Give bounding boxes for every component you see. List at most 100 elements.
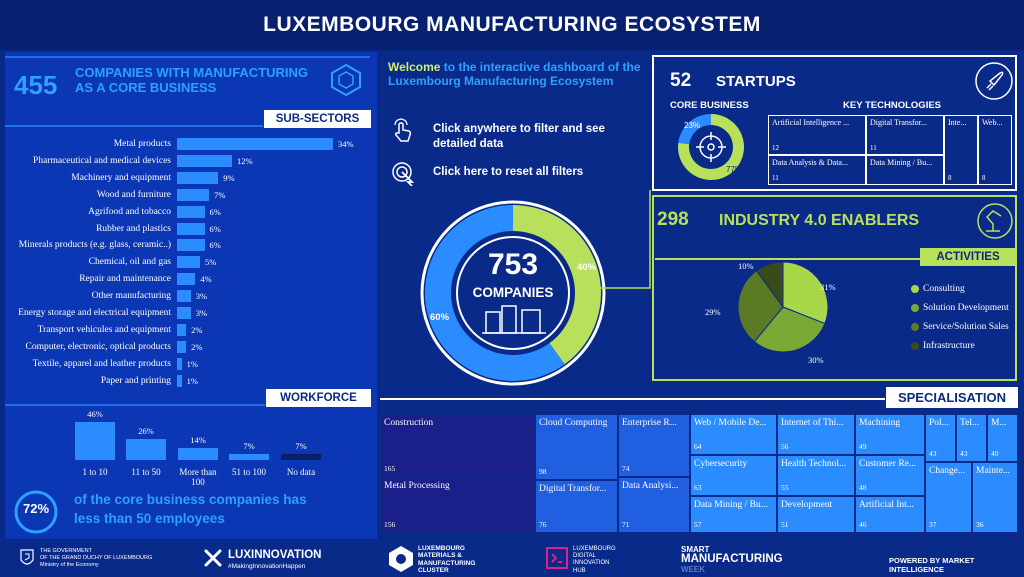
tech-cell-count: 8 [982, 174, 986, 182]
activities-pie-chart[interactable]: 31% 30% 29% 10% [690, 255, 910, 375]
tech-cell[interactable]: Data Analysis & Data... 11 [768, 155, 866, 185]
specialisation-cell[interactable]: Artificial Int... 46 [855, 496, 925, 533]
subsector-bar[interactable] [177, 138, 333, 150]
subsector-bar[interactable] [177, 290, 191, 303]
specialisation-cell[interactable]: Machining 49 [855, 414, 925, 455]
workforce-bar[interactable] [229, 454, 269, 460]
activities-slice[interactable] [737, 269, 784, 343]
subsector-bar[interactable] [177, 188, 210, 201]
specialisation-cell[interactable]: Metal Processing 156 [380, 477, 535, 533]
core-label-line1: COMPANIES WITH MANUFACTURING [75, 65, 309, 80]
specialisation-cell-count: 71 [622, 520, 630, 529]
subsector-label: Computer, electronic, optical products [25, 341, 171, 352]
specialisation-cell[interactable]: Health Technol... 55 [777, 455, 855, 496]
subsector-row[interactable]: Minerals products (e.g. glass, ceramic..… [5, 237, 221, 253]
subsector-row[interactable]: Machinery and equipment 9% [5, 170, 235, 186]
legend-label: Consulting [923, 284, 965, 294]
subsector-value: 9% [223, 172, 235, 183]
subsector-row[interactable]: Paper and printing 1% [5, 373, 198, 389]
activities-slice[interactable] [753, 306, 826, 353]
specialisation-cell-count: 165 [384, 464, 396, 473]
startup-big-segment[interactable] [678, 114, 744, 180]
stat-circle [14, 490, 58, 534]
tech-cell[interactable]: Data Mining / Bu... [866, 155, 944, 185]
subsector-label: Chemical, oil and gas [88, 257, 171, 268]
specialisation-cell-count: 156 [384, 520, 396, 529]
specialisation-cell[interactable]: Enterprise R... 74 [618, 414, 690, 477]
subsector-row[interactable]: Other manufacturing 3% [5, 288, 207, 304]
specialisation-cell[interactable]: Web / Mobile De... 64 [690, 414, 777, 455]
specialisation-cell-name: Data Analysi... [622, 481, 679, 491]
subsector-row[interactable]: Textile, apparel and leather products 1% [5, 356, 198, 372]
subsector-bar[interactable] [177, 154, 233, 167]
subsector-row[interactable]: Energy storage and electrical equipment 3… [5, 305, 207, 321]
legend-item[interactable]: Consulting [911, 284, 965, 294]
subsector-bar[interactable] [177, 205, 205, 218]
activities-slice[interactable] [782, 261, 829, 325]
specialisation-cell[interactable]: Cybersecurity 63 [690, 455, 777, 496]
instruction-filter[interactable]: Click anywhere to filter and see detaile… [433, 123, 605, 150]
divider [380, 398, 885, 400]
subsector-bar[interactable] [177, 340, 187, 353]
specialisation-cell[interactable]: Cloud Computing 98 [535, 414, 618, 480]
core-count: 455 [14, 70, 58, 100]
workforce-label: No data [286, 467, 316, 477]
specialisation-cell[interactable]: Data Mining / Bu... 57 [690, 496, 777, 533]
workforce-bar[interactable] [281, 454, 321, 460]
subsector-row[interactable]: Rubber and plastics 6% [5, 221, 221, 237]
subsector-bar[interactable] [177, 171, 219, 184]
startup-small-segment[interactable] [678, 114, 711, 145]
subsector-bar[interactable] [177, 222, 205, 235]
subsector-row[interactable]: Pharmaceutical and medical devices 12% [5, 153, 253, 169]
activities-slice[interactable] [755, 261, 784, 309]
subsector-row[interactable]: Metal products 34% [5, 136, 354, 152]
smw-line1: SMART [681, 545, 710, 554]
donut-blue-segment[interactable] [425, 205, 565, 381]
specialisation-cell-count: 76 [539, 520, 547, 529]
tech-cell[interactable]: Artificial Intelligence ... 12 [768, 115, 866, 155]
specialisation-cell[interactable]: Data Analysi... 71 [618, 477, 690, 533]
startup-core-donut[interactable] [676, 112, 746, 182]
donut-green-segment[interactable] [513, 205, 601, 365]
subsector-bar[interactable] [177, 273, 196, 286]
legend-item[interactable]: Service/Solution Sales [911, 322, 1009, 332]
specialisation-cell[interactable]: Change... 37 [925, 462, 972, 533]
subsector-row[interactable]: Chemical, oil and gas 5% [5, 254, 216, 270]
specialisation-cell[interactable]: Tel... 43 [956, 414, 987, 462]
legend-dot-icon [911, 323, 919, 331]
subsector-bar[interactable] [177, 357, 182, 370]
tech-cell[interactable]: Digital Transfor... 11 [866, 115, 944, 155]
subsector-bar[interactable] [177, 307, 191, 319]
specialisation-cell[interactable]: Internet of Thi... 56 [777, 414, 855, 455]
specialisation-cell[interactable]: Mainte... 36 [972, 462, 1018, 533]
tech-cell[interactable]: Inte... 8 [944, 115, 978, 185]
legend-item[interactable]: Solution Development [911, 303, 1009, 313]
workforce-bar[interactable] [126, 438, 166, 460]
specialisation-cell[interactable]: Pol... 43 [925, 414, 956, 462]
subsector-row[interactable]: Agrifood and tobacco 6% [5, 204, 221, 220]
total-label: COMPANIES [472, 285, 554, 300]
specialisation-cell[interactable]: M... 40 [987, 414, 1018, 462]
legend-label: Service/Solution Sales [923, 322, 1009, 332]
workforce-bar[interactable] [178, 448, 218, 460]
subsector-bar[interactable] [177, 239, 205, 252]
subsector-bar[interactable] [177, 256, 200, 269]
specialisation-cell[interactable]: Development 51 [777, 496, 855, 533]
specialisation-cell-name: Pol... [929, 418, 949, 428]
specialisation-cell[interactable]: Customer Re... 48 [855, 455, 925, 496]
subsector-row[interactable]: Wood and furniture 7% [5, 187, 225, 203]
total-donut-chart[interactable] [420, 200, 606, 386]
welcome-text: Welcome to the interactive dashboard of … [388, 60, 646, 89]
reset-filters-link[interactable]: Click here to reset all filters [433, 166, 584, 178]
legend-item[interactable]: Infrastructure [911, 341, 975, 351]
workforce-bar[interactable] [75, 422, 115, 460]
subsector-bar[interactable] [177, 374, 182, 387]
specialisation-cell[interactable]: Digital Transfor... 76 [535, 480, 618, 533]
subsector-row[interactable]: Computer, electronic, optical products 2% [5, 339, 203, 355]
subsector-bar[interactable] [177, 323, 187, 336]
tech-cell[interactable]: Web... 8 [978, 115, 1012, 185]
reset-click-icon[interactable] [390, 160, 416, 186]
subsector-row[interactable]: Repair and maintenance 4% [5, 271, 212, 287]
specialisation-cell[interactable]: Construction 165 [380, 414, 535, 477]
subsector-row[interactable]: Transport vehicules and equipment 2% [5, 322, 203, 338]
